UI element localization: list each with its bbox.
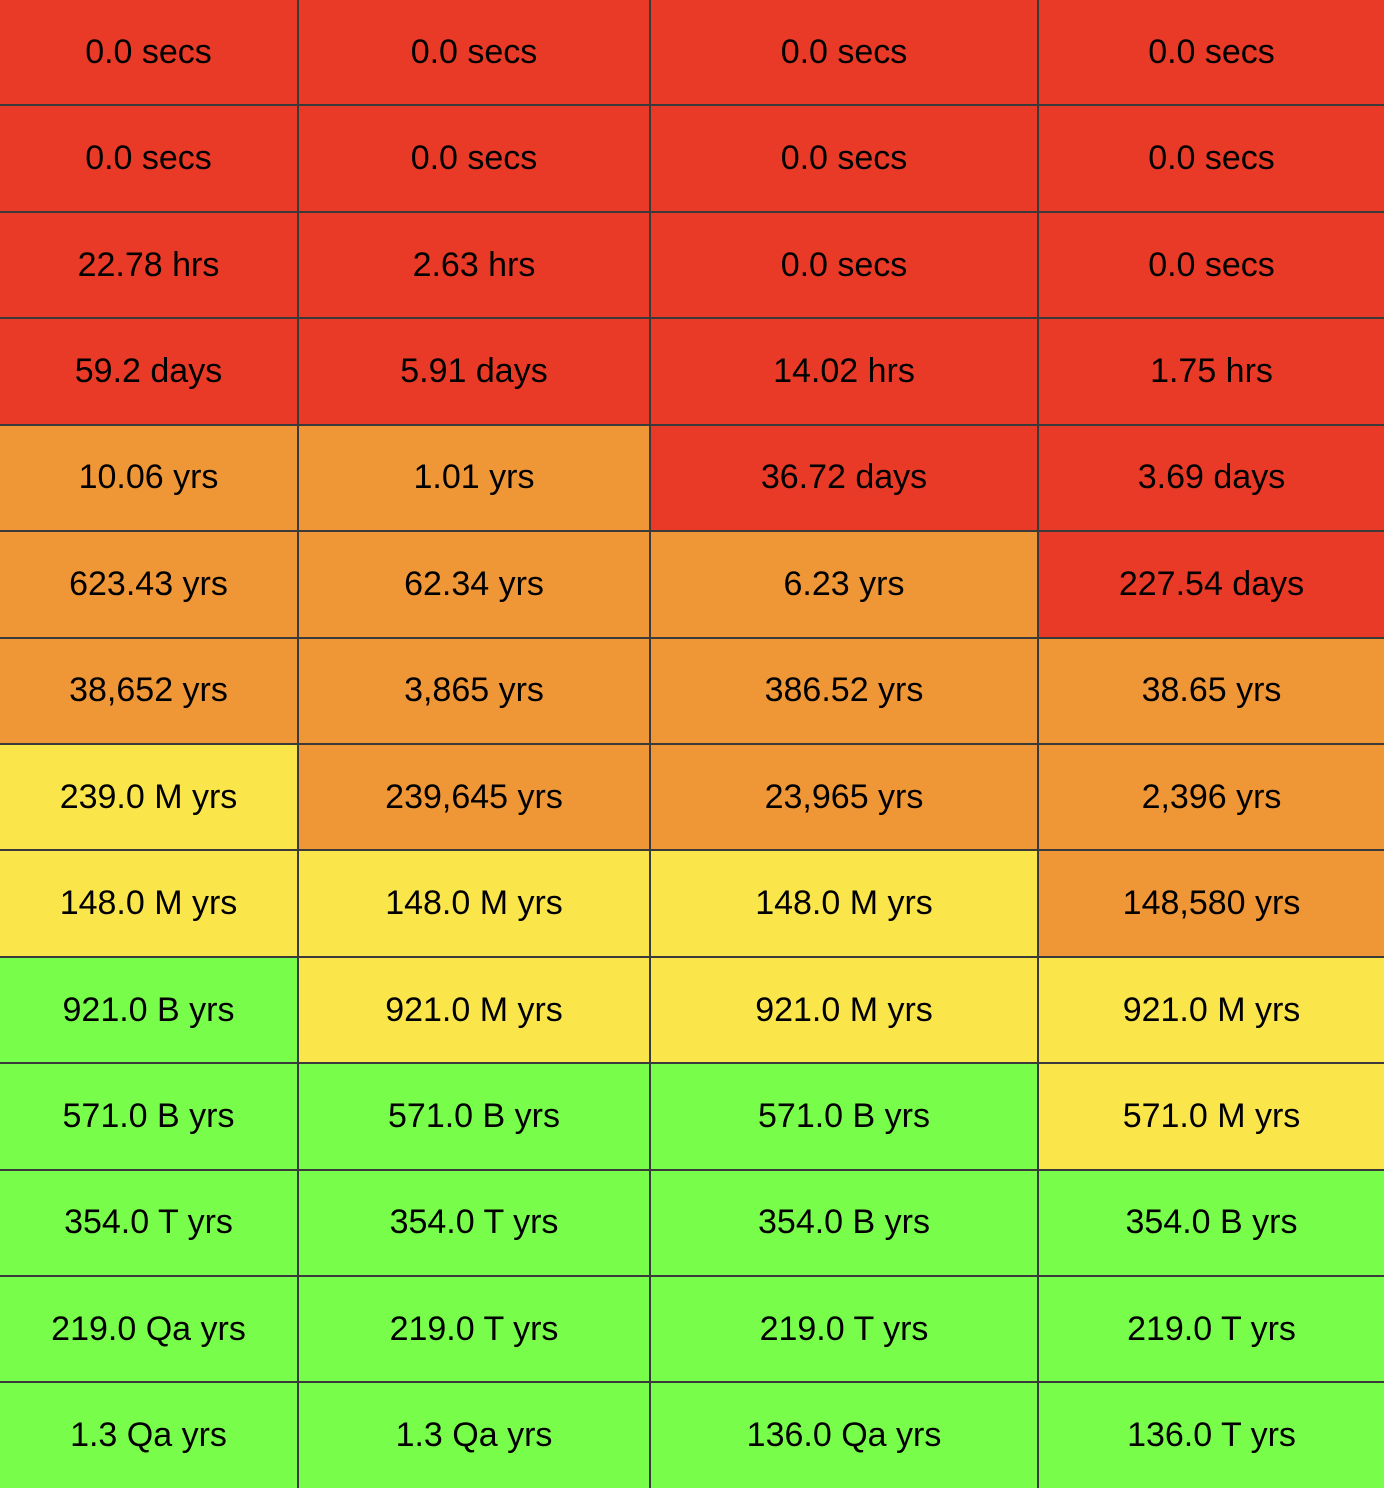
table-cell: 3.69 days	[1037, 423, 1384, 533]
table-cell: 0.0 secs	[649, 104, 1039, 213]
table-cell: 148.0 M yrs	[649, 849, 1039, 958]
table-row: 10.06 yrs 1.01 yrs 36.72 days 3.69 days	[0, 423, 1384, 533]
table-cell: 219.0 Qa yrs	[0, 1275, 299, 1384]
table-cell: 219.0 T yrs	[1037, 1275, 1384, 1384]
table-cell: 1.3 Qa yrs	[297, 1381, 651, 1488]
table-cell: 354.0 B yrs	[1037, 1168, 1384, 1278]
table-cell: 354.0 T yrs	[297, 1168, 651, 1278]
table-row: 59.2 days 5.91 days 14.02 hrs 1.75 hrs	[0, 317, 1384, 426]
table-cell: 219.0 T yrs	[649, 1275, 1039, 1384]
table-cell: 148,580 yrs	[1037, 849, 1384, 958]
table-cell: 354.0 T yrs	[0, 1168, 299, 1278]
table-cell: 23,965 yrs	[649, 742, 1039, 852]
table-cell: 59.2 days	[0, 317, 299, 426]
table-cell: 148.0 M yrs	[0, 849, 299, 958]
table-cell: 1.01 yrs	[297, 423, 651, 533]
table-cell: 571.0 M yrs	[1037, 1062, 1384, 1171]
table-cell: 1.75 hrs	[1037, 317, 1384, 426]
table-cell: 2.63 hrs	[297, 210, 651, 320]
table-row: 0.0 secs 0.0 secs 0.0 secs 0.0 secs	[0, 0, 1384, 107]
table-row: 571.0 B yrs 571.0 B yrs 571.0 B yrs 571.0 M…	[0, 1062, 1384, 1171]
table-cell: 0.0 secs	[1037, 210, 1384, 320]
table-cell: 136.0 T yrs	[1037, 1381, 1384, 1488]
table-row: 219.0 Qa yrs 219.0 T yrs 219.0 T yrs 219.0 …	[0, 1275, 1384, 1384]
table-cell: 623.43 yrs	[0, 530, 299, 639]
table-row: 623.43 yrs 62.34 yrs 6.23 yrs 227.54 days	[0, 530, 1384, 639]
table-row: 38,652 yrs 3,865 yrs 386.52 yrs 38.65 yrs	[0, 636, 1384, 745]
table-cell: 0.0 secs	[0, 0, 299, 107]
table-row: 0.0 secs 0.0 secs 0.0 secs 0.0 secs	[0, 104, 1384, 213]
table-cell: 239.0 M yrs	[0, 742, 299, 852]
table-cell: 2,396 yrs	[1037, 742, 1384, 852]
table-cell: 38.65 yrs	[1037, 636, 1384, 745]
table-cell: 571.0 B yrs	[0, 1062, 299, 1171]
table-cell: 148.0 M yrs	[297, 849, 651, 958]
table-cell: 386.52 yrs	[649, 636, 1039, 745]
table-cell: 0.0 secs	[1037, 104, 1384, 213]
table-cell: 0.0 secs	[297, 0, 651, 107]
table-cell: 6.23 yrs	[649, 530, 1039, 639]
table-cell: 0.0 secs	[297, 104, 651, 213]
table-cell: 0.0 secs	[649, 210, 1039, 320]
table-cell: 136.0 Qa yrs	[649, 1381, 1039, 1488]
table-row: 921.0 B yrs 921.0 M yrs 921.0 M yrs 921.0 M…	[0, 955, 1384, 1065]
table-cell: 62.34 yrs	[297, 530, 651, 639]
table-row: 239.0 M yrs 239,645 yrs 23,965 yrs 2,396 yr…	[0, 742, 1384, 852]
table-row: 148.0 M yrs 148.0 M yrs 148.0 M yrs 148,580…	[0, 849, 1384, 958]
table-row: 22.78 hrs 2.63 hrs 0.0 secs 0.0 secs	[0, 210, 1384, 320]
table-cell: 10.06 yrs	[0, 423, 299, 533]
table-cell: 354.0 B yrs	[649, 1168, 1039, 1278]
table-cell: 36.72 days	[649, 423, 1039, 533]
table-cell: 3,865 yrs	[297, 636, 651, 745]
table-cell: 921.0 B yrs	[0, 955, 299, 1065]
table-cell: 5.91 days	[297, 317, 651, 426]
table-cell: 14.02 hrs	[649, 317, 1039, 426]
table-cell: 227.54 days	[1037, 530, 1384, 639]
table-cell: 38,652 yrs	[0, 636, 299, 745]
table-cell: 219.0 T yrs	[297, 1275, 651, 1384]
table-cell: 0.0 secs	[649, 0, 1039, 107]
table-cell: 1.3 Qa yrs	[0, 1381, 299, 1488]
table-cell: 921.0 M yrs	[297, 955, 651, 1065]
table-row: 1.3 Qa yrs 1.3 Qa yrs 136.0 Qa yrs 136.0 T …	[0, 1381, 1384, 1488]
table-cell: 22.78 hrs	[0, 210, 299, 320]
table-cell: 921.0 M yrs	[1037, 955, 1384, 1065]
table-cell: 239,645 yrs	[297, 742, 651, 852]
table-cell: 571.0 B yrs	[649, 1062, 1039, 1171]
table-row: 354.0 T yrs 354.0 T yrs 354.0 B yrs 354.0 B…	[0, 1168, 1384, 1278]
table-cell: 921.0 M yrs	[649, 955, 1039, 1065]
table-cell: 0.0 secs	[0, 104, 299, 213]
table-cell: 0.0 secs	[1037, 0, 1384, 107]
table-cell: 571.0 B yrs	[297, 1062, 651, 1171]
